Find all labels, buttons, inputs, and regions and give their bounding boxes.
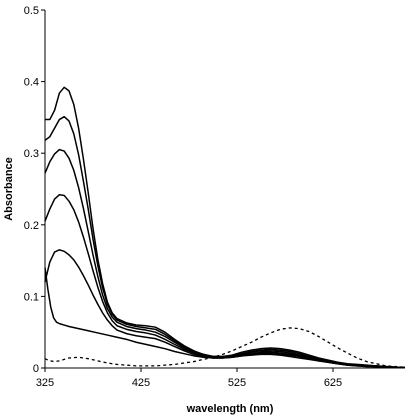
- series-line-3: [44, 148, 405, 369]
- x-tick-label: 425: [132, 377, 150, 389]
- series-line-1: [45, 86, 405, 369]
- y-tick-label: 0.1: [24, 291, 39, 303]
- y-axis-label: Absorbance: [3, 157, 15, 221]
- y-tick-label: 0.5: [24, 5, 39, 17]
- y-tick-label: 0: [33, 363, 39, 375]
- series-line-2: [44, 115, 405, 369]
- y-tick-label: 0.3: [24, 148, 39, 160]
- x-tick-label: 325: [36, 377, 54, 389]
- y-tick-label: 0.4: [24, 77, 39, 89]
- series-line-6: [44, 267, 405, 369]
- x-axis-label: wavelength (nm): [186, 403, 274, 415]
- axis-labels: wavelength (nm) Absorbance: [3, 157, 274, 415]
- dashed-series-line: [44, 327, 406, 368]
- series-lines: [44, 86, 406, 369]
- axes: 0 0.1 0.2 0.3 0.4 0.5 325 425 525 625: [24, 5, 405, 389]
- x-tick-label: 625: [324, 377, 342, 389]
- y-tick-label: 0.2: [24, 220, 39, 232]
- x-tick-label: 525: [228, 377, 246, 389]
